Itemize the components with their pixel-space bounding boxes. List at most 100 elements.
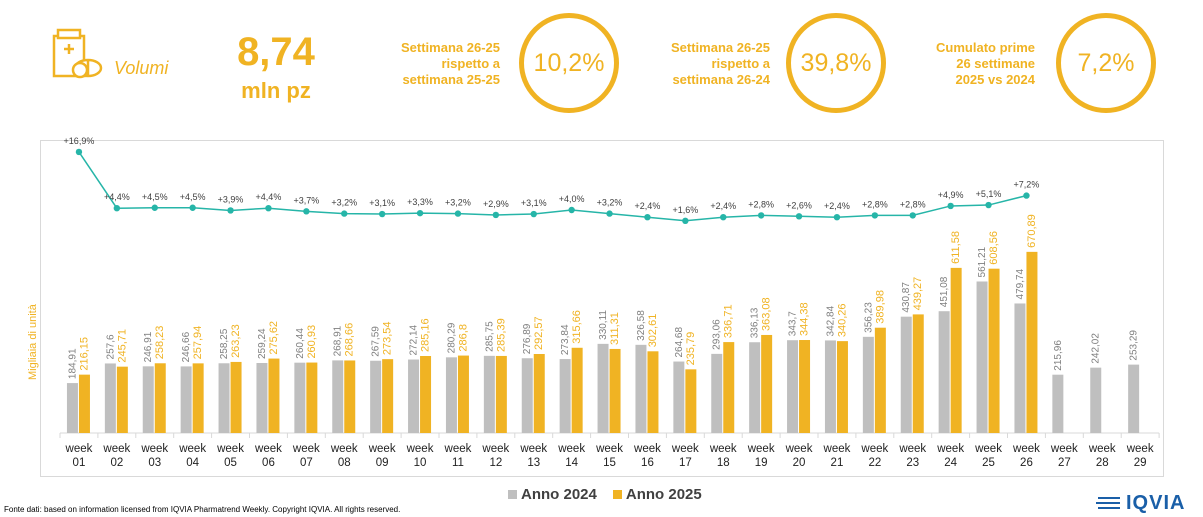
bar-2025 xyxy=(799,340,811,433)
kpi-1-line-3: settimana 25-25 xyxy=(402,72,500,87)
data-label-2025: 389,98 xyxy=(874,290,886,324)
growth-label: +4,9% xyxy=(938,190,964,200)
growth-label: +3,3% xyxy=(407,197,433,207)
x-tick-label: week 05 xyxy=(216,443,244,469)
kpi-1-value: 10,2% xyxy=(533,48,605,77)
data-label-2024: 430,87 xyxy=(901,282,912,313)
kpi-2-line-2: rispetto a xyxy=(711,56,770,71)
data-label-2024: 268,91 xyxy=(333,325,344,356)
data-label-2025: 257,94 xyxy=(192,326,204,360)
bar-2024 xyxy=(218,363,230,433)
growth-point xyxy=(644,214,651,221)
growth-line xyxy=(78,151,1027,222)
data-label-2024: 561,21 xyxy=(977,246,988,277)
legend-swatch-2025 xyxy=(612,490,622,499)
bar-2025 xyxy=(78,374,90,433)
growth-point xyxy=(454,210,462,217)
growth-point xyxy=(378,210,386,218)
x-tick-label: week 23 xyxy=(898,443,926,469)
bar-2025 xyxy=(420,356,432,433)
data-label-2025: 363,08 xyxy=(761,297,773,331)
x-tick-label: week 06 xyxy=(254,443,282,469)
data-label-2024: 242,02 xyxy=(1091,333,1102,364)
kpi-3-line-2: 26 settimane xyxy=(956,56,1035,71)
growth-point xyxy=(265,205,272,212)
bar-2024 xyxy=(104,363,116,433)
bar-2024 xyxy=(862,336,874,433)
data-label-2024: 264,68 xyxy=(674,327,685,358)
bar-2024 xyxy=(1014,303,1026,433)
kpi-2-line-1: Settimana 26-25 xyxy=(671,40,770,55)
growth-point xyxy=(795,213,803,220)
growth-label: +4,4% xyxy=(256,192,282,202)
bar-2024 xyxy=(256,363,268,433)
bar-2025 xyxy=(912,314,924,433)
growth-label: +2,8% xyxy=(862,199,888,209)
bar-2024 xyxy=(1128,364,1140,433)
bar-2025 xyxy=(571,347,583,433)
x-tick-label: week 28 xyxy=(1088,443,1116,469)
data-label-2025: 302,61 xyxy=(647,314,659,348)
data-label-2025: 670,89 xyxy=(1026,214,1038,248)
bar-2024 xyxy=(787,340,799,433)
bar-2024 xyxy=(180,366,192,433)
growth-point xyxy=(606,210,613,217)
iqvia-logo-text: IQVIA xyxy=(1126,491,1186,514)
bar-2025 xyxy=(306,362,318,433)
data-label-2024: 215,96 xyxy=(1053,340,1064,371)
growth-label: +2,4% xyxy=(824,201,850,211)
kpi-1-text: Settimana 26-25 rispetto a settimana 25-… xyxy=(380,40,500,88)
x-tick-label: week 16 xyxy=(633,443,661,469)
growth-label: +3,7% xyxy=(293,195,319,205)
volumes-label: Volumi xyxy=(114,58,169,78)
data-label-2024: 246,91 xyxy=(143,331,154,362)
kpi-2-value: 39,8% xyxy=(800,48,872,77)
growth-label: +3,1% xyxy=(521,198,547,208)
volumes-icon xyxy=(48,26,106,82)
growth-label: +2,8% xyxy=(748,199,774,209)
growth-label: +3,9% xyxy=(218,194,244,204)
x-tick-label: week 02 xyxy=(102,443,130,469)
kpi-2-line-3: settimana 26-24 xyxy=(672,72,770,87)
data-label-2024: 273,84 xyxy=(560,324,571,355)
data-label-2025: 260,93 xyxy=(306,325,318,359)
data-label-2025: 268,66 xyxy=(344,323,356,357)
legend-item-2025: Anno 2025 xyxy=(612,486,702,503)
data-label-2024: 285,75 xyxy=(484,321,495,352)
x-tick-label: week 18 xyxy=(709,443,737,469)
kpi-2-circle: 39,8% xyxy=(786,13,886,113)
bar-2024 xyxy=(294,362,306,433)
bar-2024 xyxy=(824,340,836,433)
growth-point xyxy=(909,212,916,219)
x-tick-label: week 13 xyxy=(519,443,547,469)
data-label-2025: 286,8 xyxy=(457,324,469,352)
bar-2024 xyxy=(142,366,154,433)
growth-label: +7,2% xyxy=(1014,180,1040,190)
growth-label: +2,9% xyxy=(483,199,509,209)
data-label-2025: 336,71 xyxy=(723,304,735,338)
growth-label: +4,5% xyxy=(180,192,206,202)
data-label-2025: 245,71 xyxy=(116,329,128,363)
bar-2024 xyxy=(1090,367,1102,433)
legend: Anno 2024 Anno 2025 xyxy=(508,486,702,503)
bar-2024 xyxy=(938,311,950,433)
growth-point xyxy=(720,214,727,221)
data-label-2024: 259,24 xyxy=(257,328,268,359)
x-tick-label: week 04 xyxy=(178,443,206,469)
growth-label: +3,2% xyxy=(445,198,471,208)
growth-point xyxy=(757,212,765,219)
source-note: Fonte dati: based on information license… xyxy=(4,505,401,514)
growth-label: +3,1% xyxy=(369,198,395,208)
bar-2024 xyxy=(332,360,344,433)
data-label-2025: 315,66 xyxy=(571,310,583,344)
bar-2025 xyxy=(533,354,545,433)
x-tick-label: week 29 xyxy=(1126,443,1154,469)
growth-point xyxy=(682,217,689,224)
bar-2025 xyxy=(230,361,242,433)
data-label-2025: 263,23 xyxy=(230,324,242,358)
data-label-2025: 439,27 xyxy=(912,277,924,311)
kpi-1-line-2: rispetto a xyxy=(441,56,500,71)
data-label-2025: 311,31 xyxy=(609,312,621,345)
data-label-2025: 340,26 xyxy=(836,303,848,337)
